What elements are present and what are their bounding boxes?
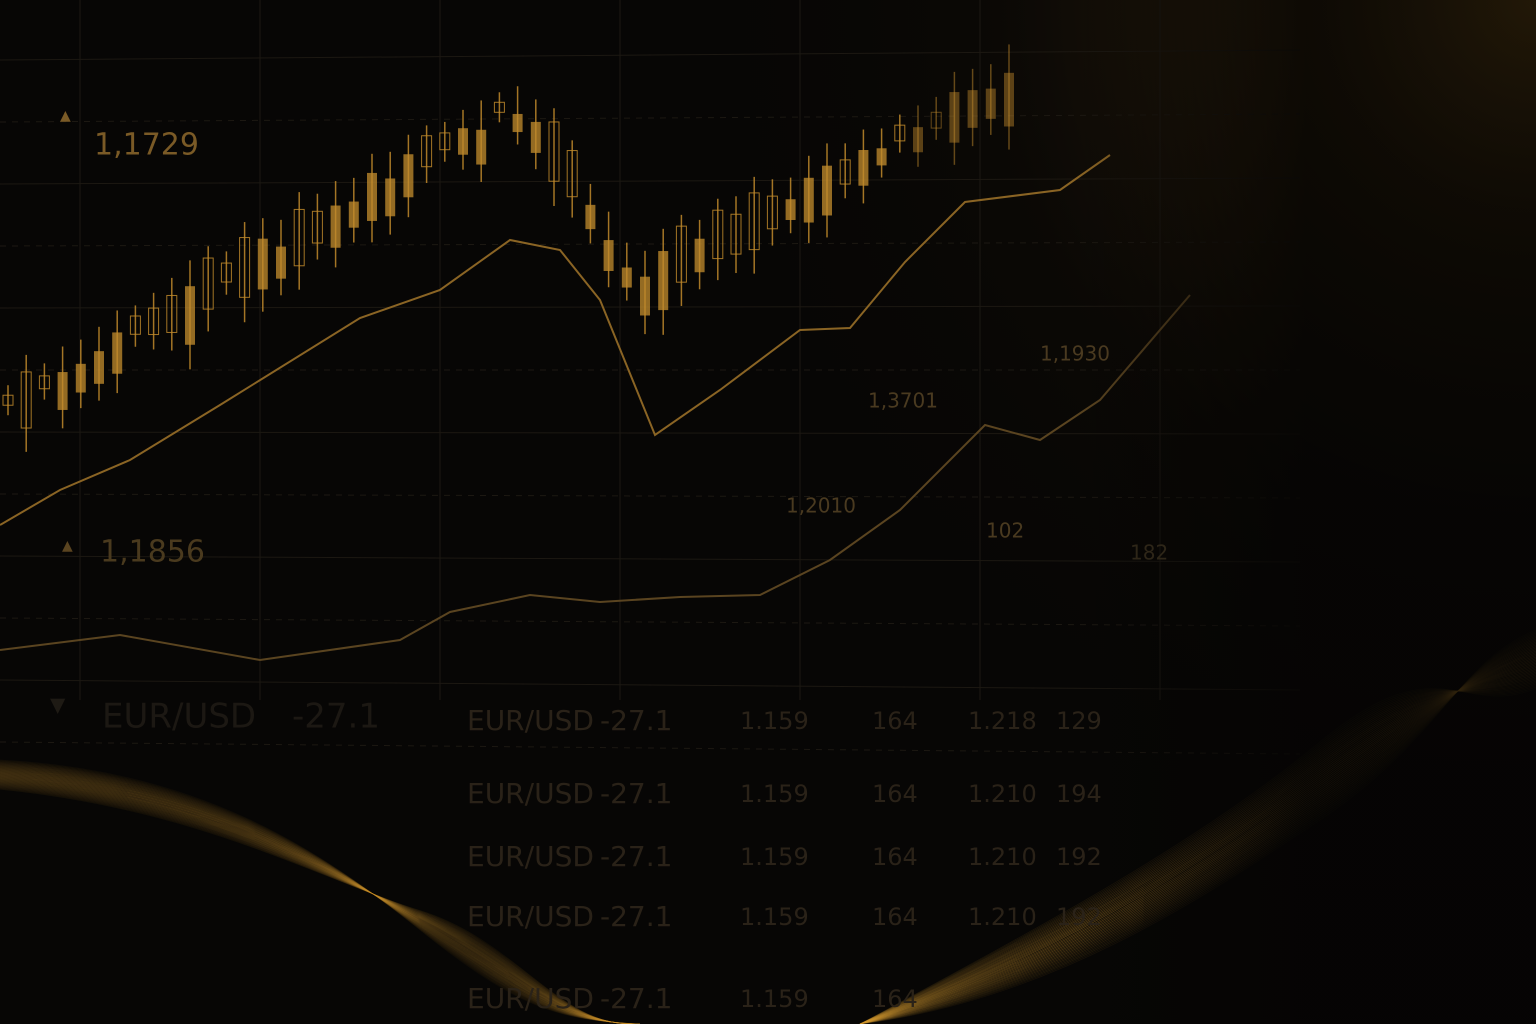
table-cell: 164 <box>872 707 918 735</box>
table-cell: -27.1 <box>600 840 672 873</box>
arrow-up: ▲ <box>60 108 71 124</box>
ticker-change: -27.1 <box>292 697 380 737</box>
table-cell: EUR/USD <box>467 704 594 737</box>
table-cell: -27.1 <box>600 900 672 933</box>
table-cell: 1.218 <box>968 707 1037 735</box>
table-cell: EUR/USD <box>467 840 594 873</box>
table-cell: 164 <box>872 903 918 931</box>
chart-label: 1,2010 <box>786 494 856 518</box>
table-cell: 164 <box>872 780 918 808</box>
table-cell: 1.210 <box>968 843 1037 871</box>
table-cell: -27.1 <box>600 704 672 737</box>
table-cell: 192 <box>1056 903 1102 931</box>
table-cell: 164 <box>872 985 918 1013</box>
chart-label: 1,3701 <box>868 389 938 413</box>
arrow-up: ▲ <box>62 538 73 554</box>
table-cell: -27.1 <box>600 982 672 1015</box>
table-cell: 194 <box>1056 780 1102 808</box>
table-cell: 1.210 <box>968 903 1037 931</box>
table-cell: 1.159 <box>740 903 809 931</box>
price-label: 1,1729 <box>94 128 199 163</box>
table-cell: 1.159 <box>740 780 809 808</box>
chart-label: 182 <box>1130 541 1168 565</box>
ticker-pair: EUR/USD <box>102 697 256 737</box>
table-cell: 192 <box>1056 843 1102 871</box>
price-label: 1,1856 <box>100 535 205 570</box>
table-cell: 1.210 <box>968 780 1037 808</box>
table-cell: 1.159 <box>740 985 809 1013</box>
table-cell: -27.1 <box>600 777 672 810</box>
arrow-down: ▼ <box>50 693 66 717</box>
table-cell: EUR/USD <box>467 982 594 1015</box>
table-cell: 1.159 <box>740 843 809 871</box>
table-cell: EUR/USD <box>467 777 594 810</box>
table-cell: 1.159 <box>740 707 809 735</box>
chart-label: 1,1930 <box>1040 342 1110 366</box>
table-cell: 129 <box>1056 707 1102 735</box>
chart-label: 102 <box>986 519 1024 543</box>
table-cell: 164 <box>872 843 918 871</box>
table-cell: EUR/USD <box>467 900 594 933</box>
